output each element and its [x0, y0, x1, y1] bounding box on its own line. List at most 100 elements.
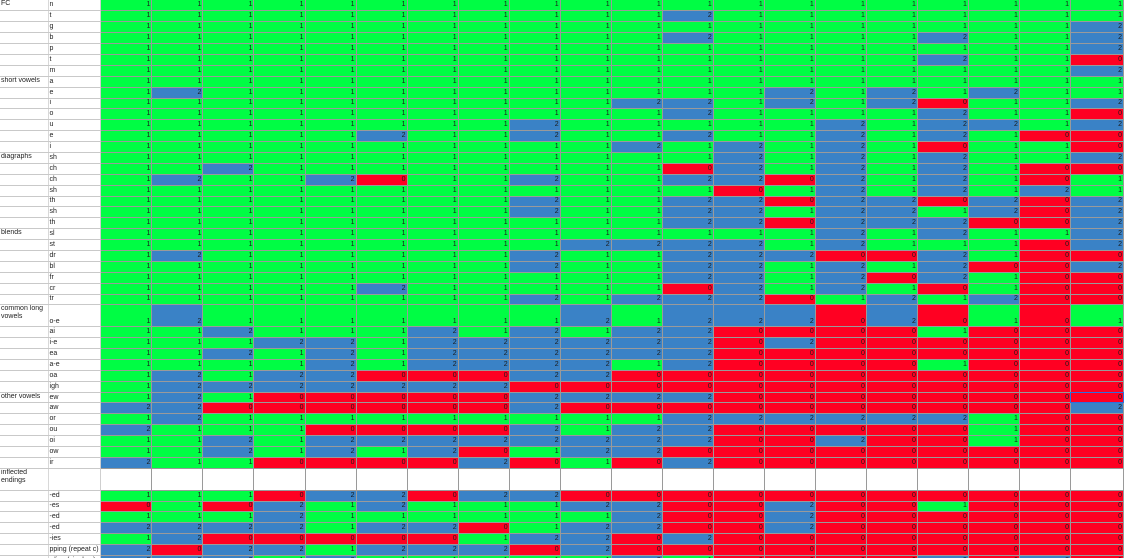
- score-cell[interactable]: 1: [917, 359, 969, 371]
- score-cell[interactable]: 1: [407, 152, 459, 164]
- score-cell[interactable]: 0: [611, 533, 663, 546]
- score-cell[interactable]: 1: [509, 511, 561, 524]
- score-cell[interactable]: 0: [1070, 130, 1124, 143]
- score-cell[interactable]: 2: [202, 326, 255, 339]
- score-cell[interactable]: 1: [151, 21, 204, 34]
- score-cell[interactable]: 0: [458, 522, 510, 535]
- score-cell[interactable]: 2: [1070, 217, 1124, 230]
- score-cell[interactable]: 2: [151, 402, 204, 415]
- score-cell[interactable]: 1: [611, 10, 663, 23]
- score-cell[interactable]: 1: [560, 54, 612, 66]
- score-cell[interactable]: 1: [407, 250, 459, 262]
- score-cell[interactable]: 0: [1019, 446, 1071, 458]
- pattern-cell[interactable]: e: [48, 130, 102, 143]
- score-cell[interactable]: 0: [815, 250, 867, 262]
- score-cell[interactable]: 2: [611, 239, 663, 251]
- score-cell[interactable]: 2: [151, 304, 204, 328]
- score-cell[interactable]: 1: [866, 130, 918, 143]
- score-cell[interactable]: 1: [560, 119, 612, 132]
- score-cell[interactable]: 1: [968, 108, 1020, 121]
- score-cell[interactable]: 1: [100, 490, 153, 502]
- score-cell[interactable]: 1: [611, 359, 663, 371]
- category-cell[interactable]: [0, 261, 49, 273]
- score-cell[interactable]: 1: [356, 511, 408, 524]
- score-cell[interactable]: 1: [458, 294, 510, 306]
- score-cell[interactable]: 2: [407, 359, 459, 371]
- score-cell[interactable]: 2: [662, 392, 714, 404]
- score-cell[interactable]: 2: [253, 381, 306, 393]
- score-cell[interactable]: 0: [866, 337, 918, 350]
- score-cell[interactable]: 0: [713, 446, 765, 458]
- score-cell[interactable]: 2: [662, 304, 714, 328]
- score-cell[interactable]: 1: [560, 555, 612, 558]
- score-cell[interactable]: 1: [713, 0, 765, 12]
- score-cell[interactable]: 1: [151, 76, 204, 88]
- score-cell[interactable]: 2: [917, 250, 969, 262]
- score-cell[interactable]: 2: [815, 174, 867, 186]
- score-cell[interactable]: 1: [662, 87, 714, 99]
- score-cell[interactable]: 1: [866, 152, 918, 164]
- score-cell[interactable]: 1: [100, 250, 153, 262]
- score-cell[interactable]: 2: [356, 544, 408, 556]
- score-cell[interactable]: 0: [1019, 424, 1071, 437]
- score-cell[interactable]: 2: [866, 294, 918, 306]
- score-cell[interactable]: 1: [305, 272, 357, 284]
- score-cell[interactable]: 1: [305, 10, 357, 23]
- score-cell[interactable]: 1: [100, 283, 153, 295]
- score-cell[interactable]: 2: [815, 152, 867, 164]
- score-cell[interactable]: 2: [611, 326, 663, 339]
- category-cell[interactable]: [0, 348, 49, 360]
- pattern-cell[interactable]: dr: [48, 250, 102, 262]
- score-cell[interactable]: 1: [100, 163, 153, 175]
- score-cell[interactable]: 2: [560, 359, 612, 371]
- score-cell[interactable]: 1: [662, 228, 714, 241]
- score-cell[interactable]: 1: [100, 54, 153, 66]
- score-cell[interactable]: 2: [968, 196, 1020, 208]
- score-cell[interactable]: 0: [968, 501, 1020, 513]
- score-cell[interactable]: 1: [305, 304, 357, 328]
- score-cell[interactable]: 1: [407, 196, 459, 208]
- score-cell[interactable]: 2: [151, 533, 204, 546]
- score-cell[interactable]: 2: [509, 174, 561, 186]
- score-cell[interactable]: 1: [1019, 54, 1071, 66]
- score-cell[interactable]: 2: [1070, 206, 1124, 219]
- score-cell[interactable]: 2: [764, 522, 816, 535]
- score-cell[interactable]: 0: [1019, 392, 1071, 404]
- score-cell[interactable]: 1: [1019, 65, 1071, 77]
- pattern-cell[interactable]: th: [48, 196, 102, 208]
- score-cell[interactable]: 1: [1019, 76, 1071, 88]
- score-cell[interactable]: 1: [253, 196, 306, 208]
- score-cell[interactable]: 1: [356, 32, 408, 45]
- score-cell[interactable]: 1: [151, 65, 204, 77]
- score-cell[interactable]: 1: [100, 239, 153, 251]
- score-cell[interactable]: 1: [253, 261, 306, 273]
- score-cell[interactable]: 1: [458, 163, 510, 175]
- score-cell[interactable]: 1: [305, 261, 357, 273]
- pattern-cell[interactable]: -ed: [48, 490, 102, 502]
- score-cell[interactable]: 0: [866, 511, 918, 524]
- score-cell[interactable]: 0: [305, 392, 357, 404]
- score-cell[interactable]: 2: [611, 337, 663, 350]
- score-cell[interactable]: 1: [713, 43, 765, 55]
- score-cell[interactable]: 1: [611, 32, 663, 45]
- score-cell[interactable]: 1: [866, 10, 918, 23]
- score-cell[interactable]: 1: [305, 217, 357, 230]
- score-cell[interactable]: 2: [560, 544, 612, 556]
- score-cell[interactable]: 1: [764, 185, 816, 197]
- score-cell[interactable]: 0: [713, 533, 765, 546]
- score-cell[interactable]: 1: [305, 65, 357, 77]
- score-cell[interactable]: 0: [662, 501, 714, 513]
- pattern-cell[interactable]: sl: [48, 228, 102, 241]
- score-cell[interactable]: 1: [764, 65, 816, 77]
- score-cell[interactable]: 0: [866, 250, 918, 262]
- score-cell[interactable]: 0: [509, 381, 561, 393]
- score-cell[interactable]: 1: [1019, 141, 1071, 153]
- score-cell[interactable]: 0: [764, 533, 816, 546]
- score-cell[interactable]: 1: [305, 239, 357, 251]
- score-cell[interactable]: 1: [458, 98, 510, 110]
- score-cell[interactable]: 1: [202, 228, 255, 241]
- score-cell[interactable]: 2: [509, 402, 561, 415]
- score-cell[interactable]: 0: [611, 381, 663, 393]
- score-cell[interactable]: 2: [815, 435, 867, 448]
- score-cell[interactable]: 1: [509, 272, 561, 284]
